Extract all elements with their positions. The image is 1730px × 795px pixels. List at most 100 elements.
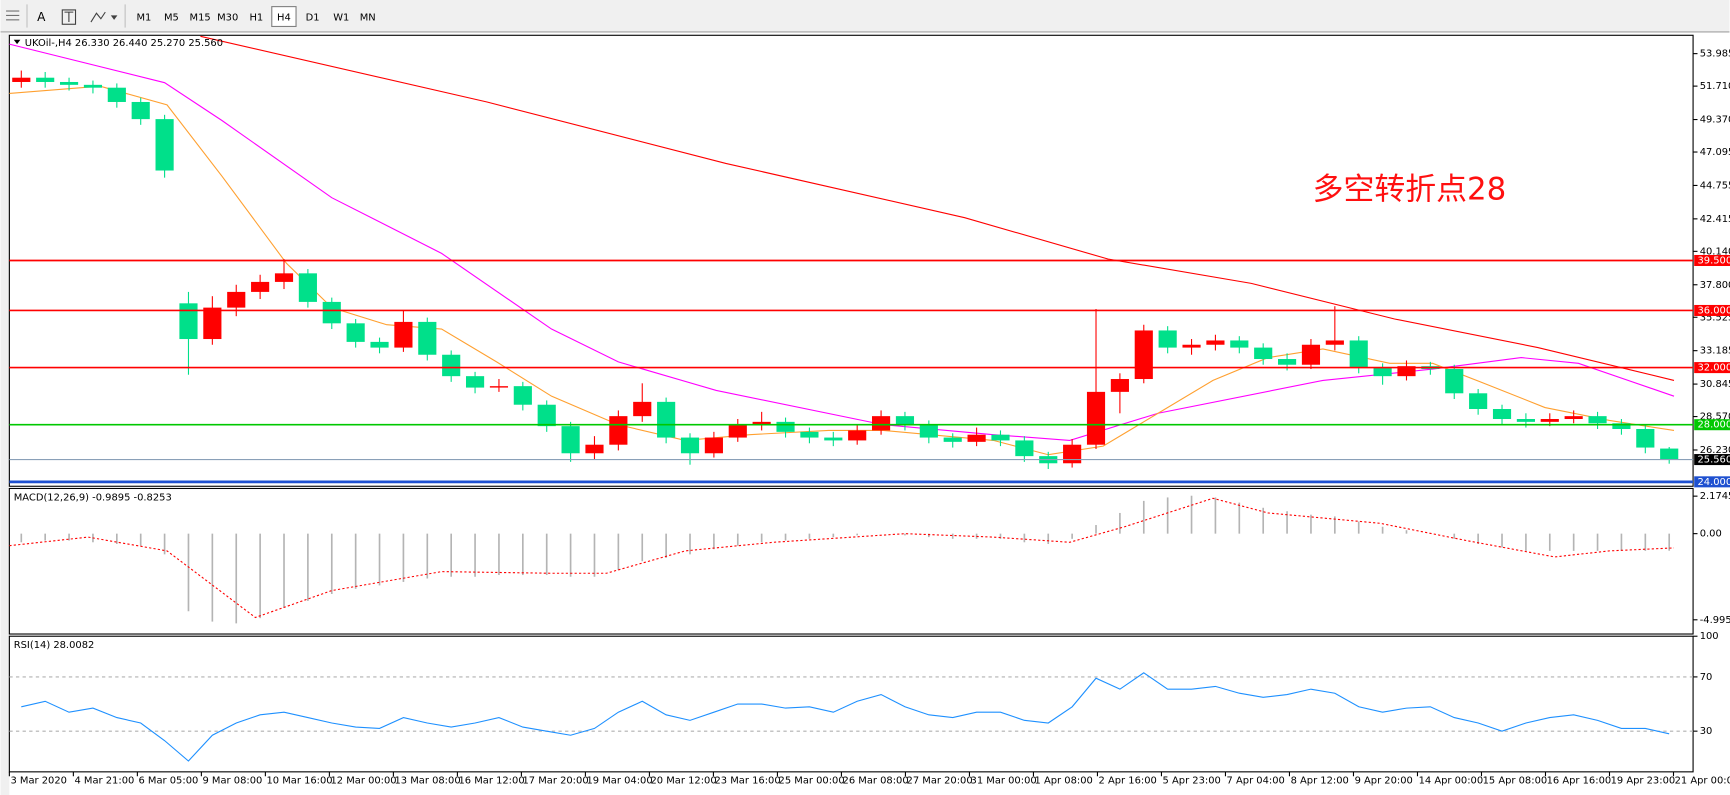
- candle-body: [848, 430, 867, 441]
- y-tick-label: 70: [1700, 672, 1713, 683]
- left-margin: [0, 33, 10, 795]
- y-tick-label: 51.710: [1700, 81, 1730, 92]
- indicator-title: RSI(14) 28.0082: [14, 640, 95, 651]
- candle-body: [1325, 340, 1344, 345]
- price-level-label: 24.000: [1697, 477, 1730, 488]
- candle-body: [370, 341, 389, 348]
- timeframe-button[interactable]: D1: [306, 13, 320, 24]
- candle-body: [1015, 440, 1034, 457]
- candle-body: [561, 426, 580, 454]
- candle-body: [203, 307, 222, 340]
- x-tick-label: 26 Mar 08:00: [843, 776, 909, 787]
- price-level-tag: [1694, 476, 1730, 488]
- candle-body: [36, 77, 55, 82]
- candle-body: [227, 291, 246, 308]
- x-tick-label: 17 Mar 20:00: [523, 776, 589, 787]
- grip-icon[interactable]: [6, 10, 20, 21]
- candle-body: [394, 321, 413, 348]
- candle-body: [943, 437, 962, 442]
- candle-body: [1469, 393, 1488, 410]
- candle-body: [83, 84, 103, 88]
- price-level-label: 39.500: [1697, 255, 1730, 266]
- price-level-tag: [1694, 304, 1730, 316]
- candle-body: [1540, 419, 1559, 422]
- candle-body: [298, 273, 317, 302]
- candle-body: [1636, 428, 1655, 448]
- candle-body: [752, 421, 771, 425]
- x-tick-label: 14 Apr 00:00: [1419, 776, 1484, 787]
- price-level-tag: [1694, 454, 1730, 466]
- timeframe-button[interactable]: M1: [136, 13, 151, 24]
- candle-body: [1110, 379, 1129, 392]
- candle-body: [895, 416, 915, 425]
- candle-body: [919, 424, 938, 438]
- y-tick-label: 2.1745: [1700, 491, 1730, 502]
- candle-body: [1182, 344, 1201, 348]
- candle-body: [1254, 347, 1273, 360]
- timeframe-button[interactable]: M15: [190, 13, 211, 24]
- candle-body: [322, 301, 341, 324]
- candle-body: [1349, 340, 1368, 368]
- y-tick-label: 40.140: [1700, 246, 1730, 257]
- price-level-label: 32.000: [1697, 363, 1730, 374]
- x-tick-label: 8 Apr 12:00: [1291, 776, 1349, 787]
- dropdown-arrow[interactable]: [110, 15, 118, 20]
- timeframe-button[interactable]: H4: [277, 13, 291, 24]
- candle-body: [489, 386, 509, 388]
- timeframe-bar: M1 M5 M15 M30 H1 H4 D1 W1 MN: [136, 6, 376, 28]
- price-level-label: 36.000: [1697, 305, 1730, 316]
- timeframe-button[interactable]: MN: [360, 13, 376, 24]
- y-tick-label: 30.845: [1700, 379, 1730, 390]
- candle-body: [12, 77, 31, 82]
- candle-body: [1277, 359, 1297, 365]
- annotation: 多空转折点28: [1313, 171, 1507, 207]
- candle-body: [728, 424, 747, 438]
- candle-body: [59, 81, 79, 85]
- shapes-tool[interactable]: [90, 11, 106, 23]
- x-tick-label: 6 Mar 05:00: [138, 776, 198, 787]
- x-tick-label: 9 Mar 08:00: [202, 776, 262, 787]
- y-tick-label: 0.00: [1700, 529, 1722, 540]
- y-tick-label: 42.415: [1700, 214, 1730, 225]
- candle-body: [346, 323, 365, 342]
- collapse-icon[interactable]: [13, 39, 21, 45]
- candle-body: [1397, 366, 1416, 377]
- x-tick-label: 20 Mar 12:00: [651, 776, 717, 787]
- text-tool[interactable]: A: [37, 10, 46, 24]
- timeframe-button[interactable]: M5: [164, 13, 179, 24]
- y-tick-label: 47.095: [1700, 147, 1730, 158]
- y-tick-label: 53.985: [1700, 49, 1730, 60]
- x-tick-label: 10 Mar 16:00: [266, 776, 332, 787]
- x-tick-label: 31 Mar 00:00: [971, 776, 1037, 787]
- x-tick-label: 9 Apr 20:00: [1355, 776, 1413, 787]
- candle-body: [251, 281, 270, 292]
- y-tick-label: -4.9955: [1700, 615, 1730, 626]
- y-tick-label: 35.525: [1700, 312, 1730, 323]
- rsi-line: [21, 672, 1670, 762]
- candle-body: [1492, 409, 1512, 420]
- x-tick-label: 19 Mar 04:00: [587, 776, 653, 787]
- timeframe-button[interactable]: M30: [217, 13, 238, 24]
- timeframe-button[interactable]: W1: [333, 13, 349, 24]
- timeframe-selected: [271, 6, 297, 28]
- candle-body: [107, 87, 126, 102]
- x-tick-label: 15 Apr 08:00: [1483, 776, 1548, 787]
- x-tick-label: 21 Apr 00:00: [1675, 776, 1730, 787]
- candle-body: [800, 431, 819, 438]
- moving-average: [200, 35, 1675, 381]
- x-tick-label: 5 Apr 23:00: [1163, 776, 1221, 787]
- label-tool[interactable]: [61, 9, 77, 25]
- candle-body: [465, 376, 485, 388]
- candle-body: [1158, 330, 1177, 348]
- candle-body: [1301, 344, 1321, 365]
- candle-body: [1206, 340, 1225, 345]
- y-tick-label: 100: [1700, 631, 1719, 642]
- candle-body: [633, 401, 652, 417]
- panel-frame: [8, 487, 1694, 635]
- candle-body: [871, 416, 891, 431]
- y-tick-label: 28.570: [1700, 412, 1730, 423]
- timeframe-button[interactable]: H1: [249, 13, 263, 24]
- x-tick-label: 16 Apr 16:00: [1547, 776, 1612, 787]
- x-tick-label: 16 Mar 12:00: [458, 776, 524, 787]
- candle-body: [155, 119, 174, 171]
